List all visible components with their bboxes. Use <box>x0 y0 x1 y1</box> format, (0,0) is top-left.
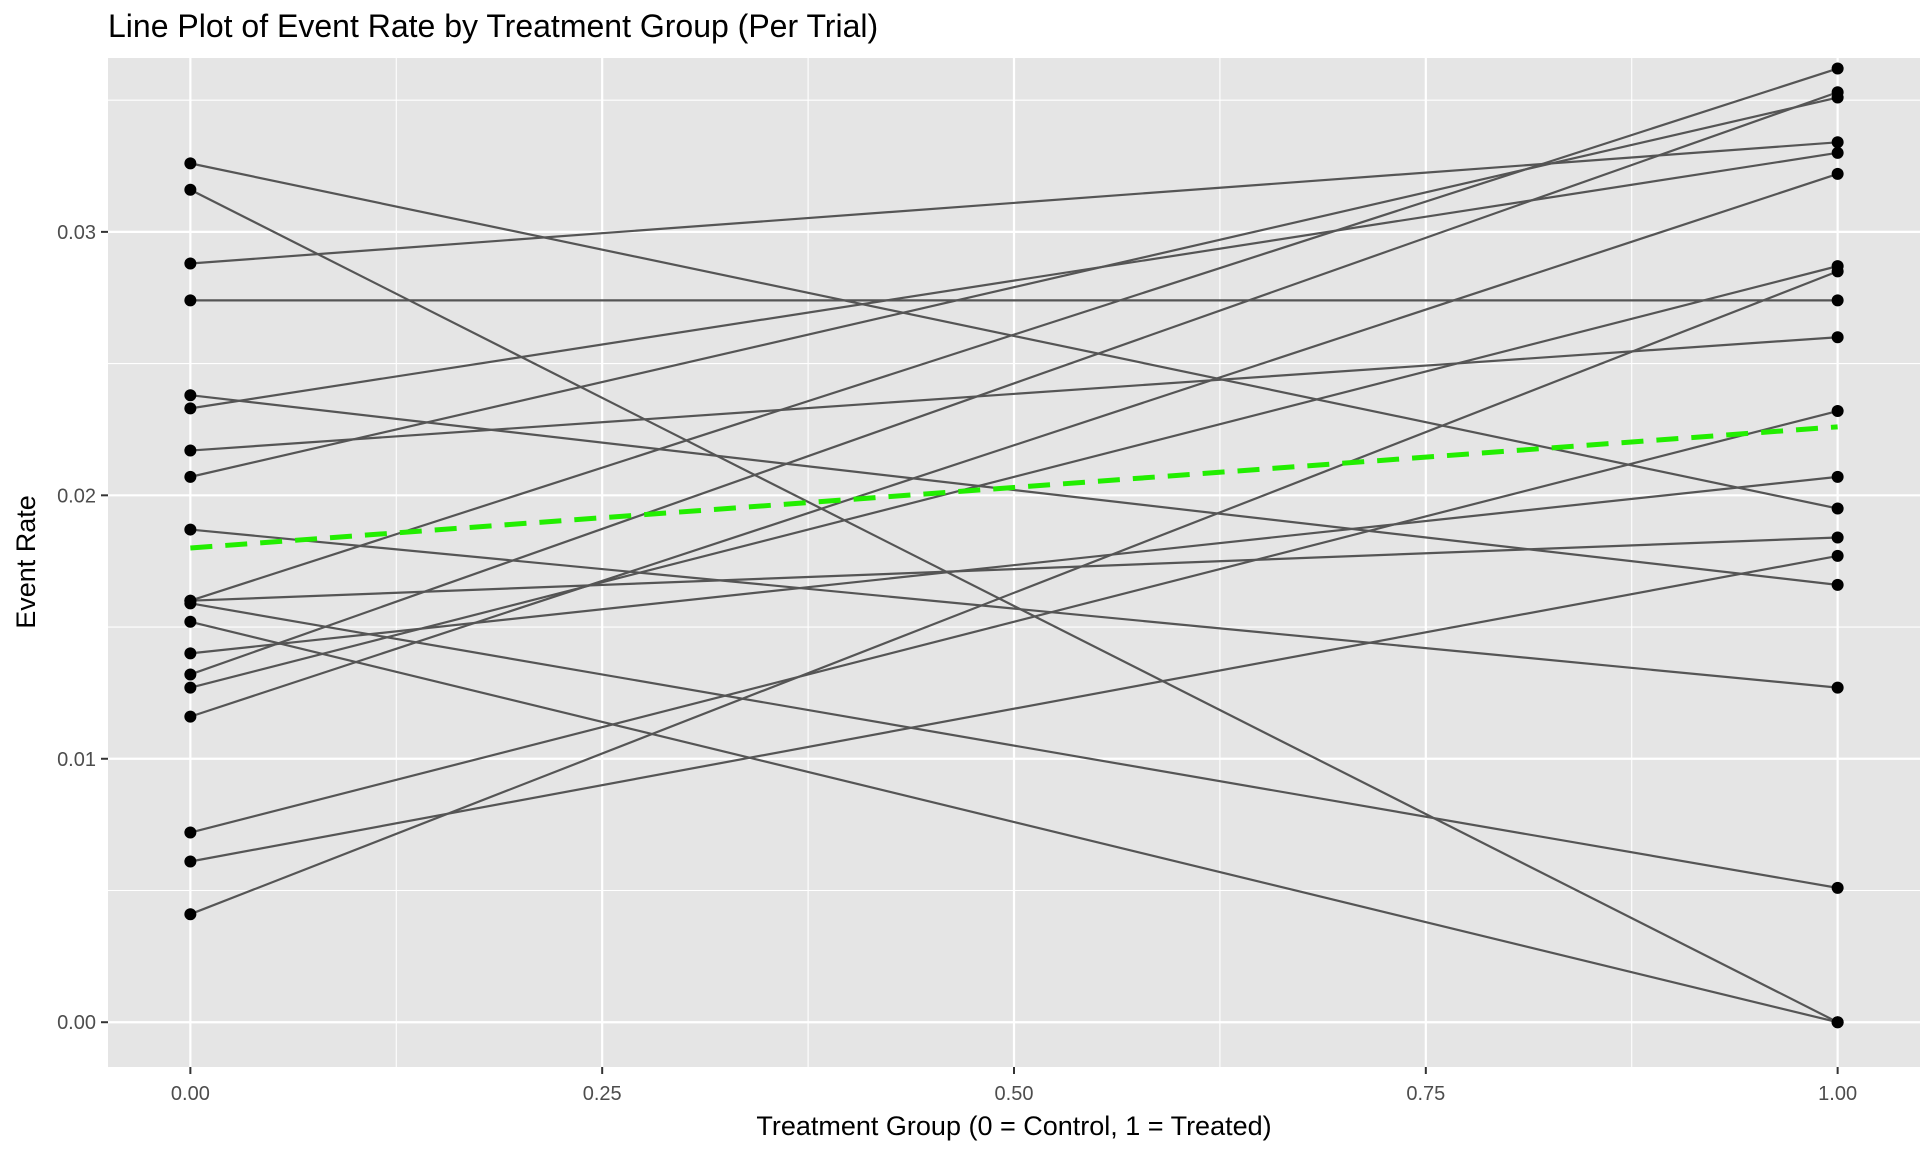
trial-9-point-control <box>184 523 197 536</box>
major-gridlines <box>108 58 1920 1067</box>
trial-points <box>184 62 1844 1029</box>
trial-1-point-control <box>184 157 197 170</box>
trial-line-14 <box>189 91 1839 676</box>
trial-16-point-control <box>184 710 197 723</box>
x-tick-label: 0.75 <box>1406 1083 1445 1105</box>
trial-8-point-control <box>184 470 197 483</box>
trial-line-8 <box>190 96 1838 478</box>
trial-line-13 <box>190 475 1838 655</box>
trial-7-point-treated <box>1831 331 1844 344</box>
trial-line-17 <box>190 409 1838 834</box>
trial-6-point-treated <box>1831 146 1844 159</box>
trial-16-point-treated <box>1831 167 1844 180</box>
trial-4-point-control <box>184 294 197 307</box>
trial-2-point-control <box>184 183 197 196</box>
trial-3-point-treated <box>1831 136 1844 149</box>
trial-18-point-treated <box>1831 549 1844 562</box>
trial-20-point-treated <box>1831 62 1844 75</box>
y-tick-label: 0.02 <box>57 485 96 507</box>
mean-trend-layer <box>190 424 1838 551</box>
trial-line-2 <box>189 188 1839 1024</box>
x-axis-title: Treatment Group (0 = Control, 1 = Treate… <box>756 1111 1271 1141</box>
trial-line-5 <box>190 394 1838 586</box>
trial-5-point-control <box>184 389 197 402</box>
trial-line-10 <box>190 536 1838 602</box>
trial-18-point-control <box>184 855 197 868</box>
trial-1-point-treated <box>1831 502 1844 515</box>
trial-line-18 <box>190 554 1838 863</box>
x-tick-label: 0.00 <box>171 1083 210 1105</box>
trial-line-16 <box>190 172 1838 718</box>
trial-line-7 <box>190 336 1838 452</box>
trial-11-point-treated <box>1831 881 1844 894</box>
y-axis-title: Event Rate <box>11 495 41 629</box>
trial-line-3 <box>190 141 1838 265</box>
y-tick-label: 0.00 <box>57 1012 96 1034</box>
trial-12-point-control <box>184 615 197 628</box>
trial-19-point-control <box>184 908 197 921</box>
x-tick-label: 1.00 <box>1818 1083 1857 1105</box>
trial-13-point-treated <box>1831 470 1844 483</box>
trial-3-point-control <box>184 257 197 270</box>
trial-14-point-control <box>184 668 197 681</box>
y-tick-label: 0.03 <box>57 222 96 244</box>
trial-17-point-treated <box>1831 405 1844 418</box>
trial-13-point-control <box>184 647 197 660</box>
trial-17-point-control <box>184 826 197 839</box>
trial-lines <box>189 67 1839 1024</box>
trial-20-point-control <box>184 594 197 607</box>
trial-line-15 <box>190 265 1838 689</box>
trial-10-point-treated <box>1831 531 1844 544</box>
trial-line-20 <box>190 67 1838 602</box>
mean-trend-line <box>190 424 1838 551</box>
chart-title: Line Plot of Event Rate by Treatment Gro… <box>108 8 879 44</box>
x-tick-label: 0.25 <box>583 1083 622 1105</box>
trial-6-point-control <box>184 402 197 415</box>
trial-line-6 <box>190 151 1838 410</box>
trial-line-9 <box>190 528 1838 689</box>
y-axis-ticks: 0.00 0.01 0.02 0.03 <box>57 222 108 1034</box>
trial-4-point-treated <box>1831 294 1844 307</box>
trial-7-point-control <box>184 444 197 457</box>
trial-19-point-treated <box>1831 265 1844 278</box>
trial-line-1 <box>190 162 1838 510</box>
y-tick-label: 0.01 <box>57 749 96 771</box>
trial-line-12 <box>190 620 1838 1024</box>
trial-line-19 <box>189 270 1839 916</box>
x-axis-ticks: 0.00 0.25 0.50 0.75 1.00 <box>171 1067 1857 1105</box>
trial-15-point-control <box>184 681 197 694</box>
trial-5-point-treated <box>1831 578 1844 591</box>
x-tick-label: 0.50 <box>995 1083 1034 1105</box>
trial-12-point-treated <box>1831 1016 1844 1029</box>
trial-9-point-treated <box>1831 681 1844 694</box>
trial-14-point-treated <box>1831 86 1844 99</box>
trial-line-11 <box>190 602 1838 889</box>
